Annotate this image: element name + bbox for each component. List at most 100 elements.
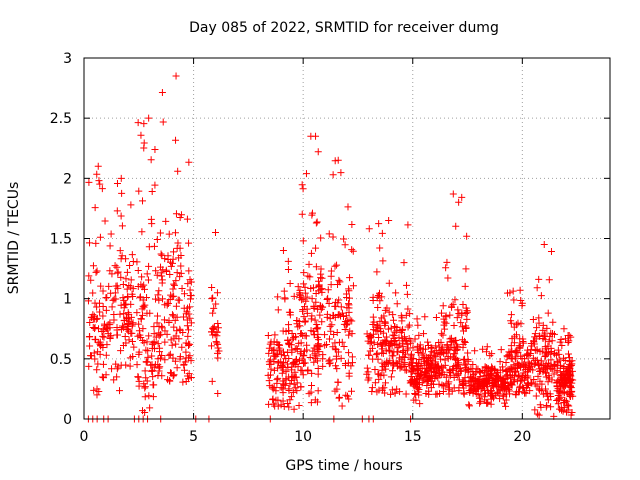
data-point (300, 359, 308, 367)
data-point (378, 314, 386, 322)
data-point (124, 309, 132, 317)
data-point (553, 377, 561, 385)
data-point (377, 372, 385, 380)
data-point (285, 308, 293, 316)
data-point (286, 396, 294, 404)
data-point (446, 335, 454, 343)
data-point (183, 215, 191, 223)
data-point (518, 299, 526, 307)
data-point (286, 380, 294, 388)
data-point (323, 310, 331, 318)
y-tick-label: 3 (63, 51, 72, 67)
data-point (169, 354, 177, 362)
data-point (177, 269, 185, 277)
data-point (301, 283, 309, 291)
data-point (340, 343, 348, 351)
data-point (124, 323, 132, 331)
data-point (535, 411, 543, 419)
data-point (415, 331, 423, 339)
data-point (93, 314, 101, 322)
data-point (333, 329, 341, 337)
data-point (153, 271, 161, 279)
data-point (536, 348, 544, 356)
data-point (432, 342, 440, 350)
data-point (97, 282, 105, 290)
data-point (547, 248, 555, 256)
data-point (94, 360, 102, 368)
data-point (213, 339, 221, 347)
data-point (369, 297, 377, 305)
data-point (534, 372, 542, 380)
data-point (114, 284, 122, 292)
data-point (108, 365, 116, 373)
data-point (393, 362, 401, 370)
data-point (280, 287, 288, 295)
data-point (325, 300, 333, 308)
data-point (173, 244, 181, 252)
data-point (385, 216, 393, 224)
data-point (98, 328, 106, 336)
data-point (454, 343, 462, 351)
data-point (455, 376, 463, 384)
data-point (142, 358, 150, 366)
data-point (557, 361, 565, 369)
data-point (461, 374, 469, 382)
data-point (312, 298, 320, 306)
data-point (390, 316, 398, 324)
data-point (268, 383, 276, 391)
data-point (560, 398, 568, 406)
data-point (349, 247, 357, 255)
data-point (324, 294, 332, 302)
data-point (177, 251, 185, 259)
data-point (515, 373, 523, 381)
data-point (365, 225, 373, 233)
data-point (365, 351, 373, 359)
data-point (422, 353, 430, 361)
data-point (91, 335, 99, 343)
data-point (416, 400, 424, 408)
data-point (499, 391, 507, 399)
data-point (107, 230, 115, 238)
data-point (170, 292, 178, 300)
data-point (319, 362, 327, 370)
data-point (180, 366, 188, 374)
data-point (269, 385, 277, 393)
data-point (147, 361, 155, 369)
data-point (275, 341, 283, 349)
data-point (441, 356, 449, 364)
data-point (530, 376, 538, 384)
data-point (436, 371, 444, 379)
data-point (166, 350, 174, 358)
data-point (545, 276, 553, 284)
data-point (300, 313, 308, 321)
data-point (318, 274, 326, 282)
data-point (301, 347, 309, 355)
data-point (137, 315, 145, 323)
data-point (298, 181, 306, 189)
data-point (479, 379, 487, 387)
data-point (454, 360, 462, 368)
data-point (113, 180, 121, 188)
data-point (149, 381, 157, 389)
data-point (281, 381, 289, 389)
data-point (172, 302, 180, 310)
data-point (430, 349, 438, 357)
data-point (369, 330, 377, 338)
data-point (414, 321, 422, 329)
data-point (535, 275, 543, 283)
data-point (460, 390, 468, 398)
data-point (302, 170, 310, 178)
data-point (477, 391, 485, 399)
data-point (441, 382, 449, 390)
data-point (99, 312, 107, 320)
data-point (113, 207, 121, 215)
data-point (506, 390, 514, 398)
data-point (465, 402, 473, 410)
data-point (271, 352, 279, 360)
x-tick-label: 10 (294, 429, 312, 445)
data-point (317, 270, 325, 278)
data-point (432, 358, 440, 366)
data-point (102, 351, 110, 359)
data-point (170, 323, 178, 331)
data-point (89, 324, 97, 332)
